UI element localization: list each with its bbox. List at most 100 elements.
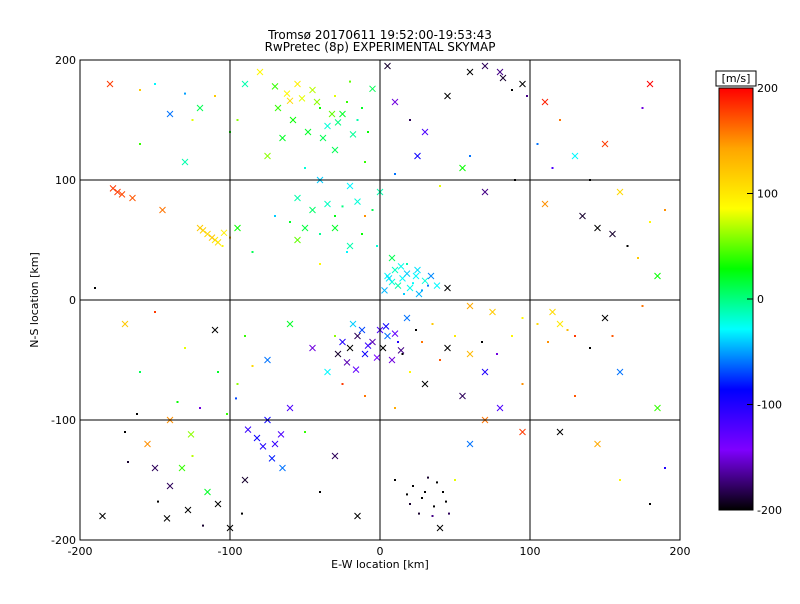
y-tick-label: -200 (51, 534, 76, 547)
data-point-cross (331, 452, 339, 460)
data-point-cross (489, 308, 496, 316)
data-point-cross (364, 342, 372, 349)
data-point-cross (289, 116, 297, 124)
data-point-dot (418, 512, 420, 515)
data-point-dot (319, 263, 321, 265)
data-point-dot (319, 491, 321, 493)
data-point-dot (431, 323, 434, 325)
data-point-cross (166, 110, 174, 118)
data-point-cross (466, 302, 474, 310)
data-point-cross (381, 287, 388, 294)
data-point-cross (309, 344, 316, 352)
data-point-cross (264, 152, 271, 160)
data-point-dot (442, 491, 444, 493)
data-point-cross (271, 83, 279, 90)
x-tick-label: -100 (218, 545, 243, 558)
data-point-cross (166, 482, 174, 490)
data-point-cross (277, 431, 285, 438)
data-point-cross (549, 308, 556, 316)
data-point-dot (431, 515, 434, 517)
data-point-cross (654, 272, 661, 280)
grid-lines (80, 60, 680, 540)
data-point-dot (421, 341, 423, 343)
data-point-dot (415, 329, 417, 331)
data-point-cross (466, 440, 474, 448)
data-point-dot (341, 383, 344, 385)
data-point-cross (256, 68, 264, 76)
data-point-dot (346, 251, 348, 253)
data-point-dot (421, 289, 423, 292)
data-point-dot (574, 335, 576, 337)
data-point-cross (403, 314, 411, 322)
y-tick-label: -100 (51, 414, 76, 427)
data-point-dot (157, 500, 159, 503)
data-point-cross (208, 234, 216, 241)
data-point-dot (536, 323, 539, 325)
data-point-cross (118, 191, 126, 198)
data-point-dot (406, 493, 408, 496)
data-point-cross (541, 200, 549, 208)
data-point-cross (496, 404, 504, 412)
data-point-dot (397, 341, 399, 343)
data-point-dot (124, 431, 126, 433)
data-point-cross (339, 110, 346, 118)
data-point-cross (609, 230, 616, 238)
data-point-dot (511, 89, 513, 91)
data-point-cross (421, 128, 429, 136)
data-point-dot (139, 371, 141, 373)
data-point-cross (601, 140, 609, 148)
data-point-cross (253, 434, 261, 442)
data-point-dot (127, 461, 129, 463)
data-point-cross (466, 68, 474, 76)
data-point-cross (214, 500, 222, 508)
data-point-cross (354, 512, 361, 520)
data-point-cross (499, 74, 507, 82)
data-point-cross (241, 80, 249, 88)
data-point-dot (191, 455, 194, 457)
data-point-dot (394, 173, 396, 175)
data-point-cross (274, 104, 282, 112)
data-point-cross (286, 404, 294, 412)
data-point-dot (319, 107, 321, 109)
data-point-cross (541, 98, 549, 106)
chart-title: Tromsø 20170611 19:52:00-19:53:43 (267, 28, 492, 42)
data-point-dot (94, 287, 96, 289)
data-point-cross (384, 332, 391, 340)
data-point-cross (369, 85, 376, 93)
data-point-cross (421, 277, 429, 285)
data-point-dot (364, 395, 366, 397)
data-point-dot (574, 395, 576, 397)
data-point-dot (334, 335, 336, 337)
colorbar-label: [m/s] (722, 72, 751, 85)
data-point-cross (654, 404, 661, 412)
data-point-cross (334, 119, 342, 126)
data-point-dot (454, 479, 456, 481)
data-point-cross (388, 356, 396, 364)
data-point-cross (466, 350, 474, 358)
data-point-cross (187, 431, 195, 438)
data-point-dot (536, 143, 539, 145)
colorbar-tick-label: 0 (757, 293, 764, 306)
data-point-dot (547, 341, 549, 343)
x-axis-ticks: -200 -100 0 100 200 (68, 60, 691, 558)
data-point-dot (521, 317, 524, 319)
colorbar-tick-label: 100 (757, 188, 778, 201)
data-point-cross (496, 68, 504, 76)
data-point-cross (264, 356, 271, 364)
data-point-cross (220, 229, 228, 237)
data-point-dot (641, 305, 644, 307)
data-point-dot (274, 215, 276, 217)
x-tick-label: -200 (68, 545, 93, 558)
data-point-dot (236, 383, 239, 385)
data-point-cross (394, 282, 402, 289)
data-point-cross (379, 344, 387, 352)
data-point-dot (551, 167, 554, 169)
data-point-cross (358, 326, 366, 334)
chart-subtitle: RwPretec (8p) EXPERIMENTAL SKYMAP (265, 40, 496, 54)
data-point-cross (412, 272, 420, 280)
data-point-dot (433, 505, 435, 508)
data-point-dot (319, 233, 321, 235)
data-point-cross (339, 338, 346, 346)
data-point-cross (481, 368, 489, 376)
data-point-cross (283, 90, 291, 97)
